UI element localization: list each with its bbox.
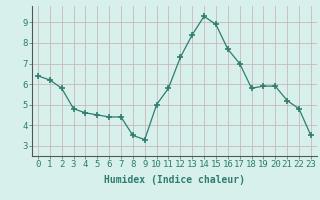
X-axis label: Humidex (Indice chaleur): Humidex (Indice chaleur) [104, 175, 245, 185]
